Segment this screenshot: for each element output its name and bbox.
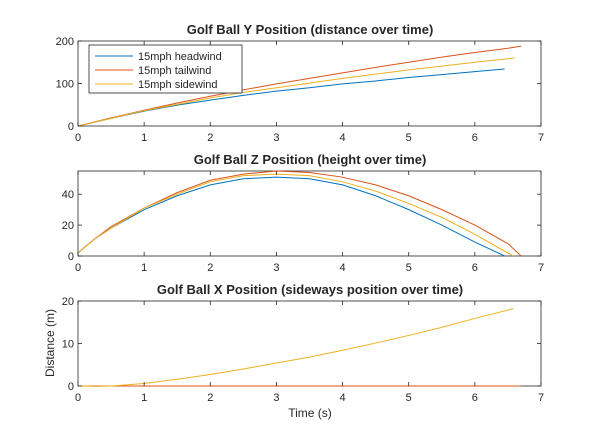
y-axis-label: Distance (m): [43, 309, 57, 377]
x-tick-label: 1: [141, 262, 147, 274]
x-tick-label: 4: [340, 132, 346, 144]
legend-label: 15mph headwind: [138, 51, 222, 63]
legend-box: [88, 44, 243, 94]
x-tick-label: 1: [141, 392, 147, 404]
x-tick-label: 6: [472, 132, 478, 144]
series-line-15mph-tailwind: [78, 45, 522, 127]
x-tick-label: 1: [141, 132, 147, 144]
x-tick-label: 0: [75, 262, 81, 274]
x-tick-label: 4: [340, 262, 346, 274]
y-tick-label: 20: [62, 220, 74, 232]
x-tick-label: 0: [75, 392, 81, 404]
x-tick-label: 2: [207, 392, 213, 404]
x-tick-label: 4: [340, 392, 346, 404]
axes-box: [77, 170, 542, 257]
x-tick-label: 0: [75, 132, 81, 144]
y-tick-label: 0: [68, 121, 74, 133]
x-tick-label: 5: [406, 262, 412, 274]
chart-title: Golf Ball Y Position (distance over time…: [187, 22, 434, 37]
x-tick-label: 7: [538, 262, 544, 274]
subplot-y-position: Golf Ball Y Position (distance over time…: [56, 22, 544, 144]
x-tick-label: 2: [207, 262, 213, 274]
y-tick-label: 200: [56, 36, 74, 48]
y-tick-label: 0: [68, 251, 74, 263]
y-tick-label: 10: [62, 339, 74, 351]
x-tick-label: 3: [273, 132, 279, 144]
series-line-15mph-sidewind: [78, 308, 514, 387]
x-tick-label: 2: [207, 132, 213, 144]
chart-title: Golf Ball X Position (sideways position …: [157, 282, 463, 297]
legend-label: 15mph tailwind: [138, 65, 211, 77]
legend: 15mph headwind 15mph tailwind 15mph sidewi…: [88, 44, 243, 94]
subplot-x-position: Golf Ball X Position (sideways position …: [43, 282, 544, 420]
y-tick-label: 20: [62, 296, 74, 308]
x-axis-label: Time (s): [288, 406, 332, 420]
x-tick-label: 7: [538, 132, 544, 144]
x-tick-label: 3: [273, 262, 279, 274]
x-tick-label: 7: [538, 392, 544, 404]
x-tick-label: 6: [472, 392, 478, 404]
x-tick-label: 5: [406, 132, 412, 144]
x-tick-label: 5: [406, 392, 412, 404]
legend-label: 15mph sidewind: [138, 79, 218, 91]
series-line-15mph-tailwind: [78, 170, 522, 257]
y-tick-label: 0: [68, 381, 74, 393]
x-tick-label: 6: [472, 262, 478, 274]
series-line-15mph-sidewind: [78, 57, 515, 127]
chart-title: Golf Ball Z Position (height over time): [194, 152, 427, 167]
x-tick-label: 3: [273, 392, 279, 404]
subplot-z-position: Golf Ball Z Position (height over time) …: [62, 152, 544, 274]
y-tick-label: 100: [56, 79, 74, 91]
y-tick-label: 40: [62, 189, 74, 201]
